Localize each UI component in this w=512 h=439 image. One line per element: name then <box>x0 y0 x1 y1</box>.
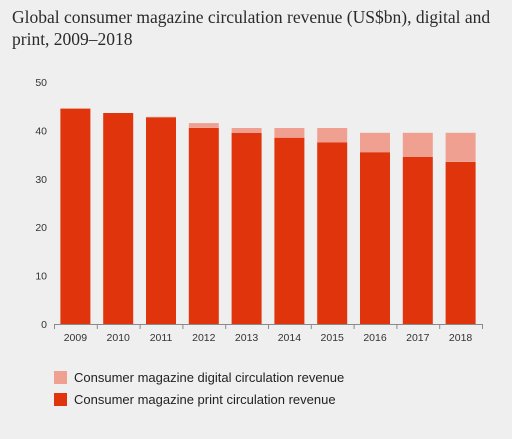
x-tick-label: 2012 <box>192 332 216 344</box>
legend-label-digital: Consumer magazine digital circulation re… <box>74 369 345 385</box>
y-tick-label: 10 <box>35 271 47 283</box>
y-tick-label: 30 <box>35 174 47 186</box>
bar-print <box>103 113 134 324</box>
chart-title: Global consumer magazine circulation rev… <box>12 7 491 49</box>
legend: Consumer magazine digital circulation re… <box>54 366 344 410</box>
bar-digital <box>445 132 476 162</box>
x-tick-label: 2016 <box>363 332 387 344</box>
y-axis: 0 10 20 30 40 50 <box>35 77 47 331</box>
x-tick-label: 2010 <box>107 332 131 344</box>
x-tick-label: 2009 <box>64 332 88 344</box>
y-tick-label: 20 <box>35 222 47 234</box>
bar-digital <box>231 128 262 133</box>
bar-print <box>317 142 348 324</box>
bars <box>60 108 476 324</box>
bar-digital <box>188 123 219 128</box>
x-tick-label: 2013 <box>235 332 259 344</box>
x-tick-label: 2018 <box>449 332 473 344</box>
x-tick-label: 2015 <box>321 332 345 344</box>
bar-digital <box>360 132 390 153</box>
legend-item-print: Consumer magazine print circulation reve… <box>54 388 344 410</box>
legend-label-print: Consumer magazine print circulation reve… <box>74 391 336 407</box>
bar-digital <box>274 128 305 138</box>
y-tick-label: 0 <box>41 319 47 331</box>
bar-print <box>231 132 262 324</box>
x-tick-label: 2017 <box>406 332 430 344</box>
bar-print <box>146 117 176 324</box>
x-tick-label: 2011 <box>150 332 173 344</box>
legend-item-digital: Consumer magazine digital circulation re… <box>54 366 344 388</box>
bar-digital <box>317 128 348 143</box>
bar-print <box>402 157 433 324</box>
bar-digital <box>146 116 176 118</box>
bar-digital <box>402 132 433 157</box>
legend-swatch-digital <box>54 370 67 384</box>
x-axis: 2009 2010 2011 2012 2013 2014 2015 2016 2017 2018 <box>54 324 483 344</box>
bar-print <box>274 137 305 324</box>
bar-print <box>360 152 390 324</box>
y-tick-label: 40 <box>35 125 47 137</box>
y-tick-label: 50 <box>35 77 47 89</box>
legend-swatch-print <box>54 392 67 406</box>
x-tick-label: 2014 <box>278 332 302 344</box>
bar-print <box>445 161 476 324</box>
bar-print <box>60 108 91 324</box>
bar-print <box>188 128 219 324</box>
